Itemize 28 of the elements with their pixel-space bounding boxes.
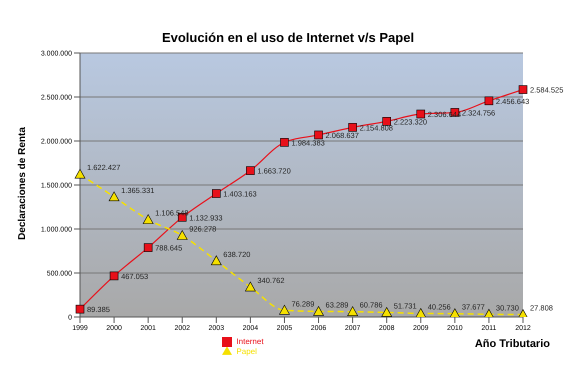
x-axis-title: Año Tributario	[474, 338, 550, 350]
point	[450, 308, 460, 317]
chart-title: Evolución en el uso de Internet v/s Papel	[160, 30, 416, 45]
point	[245, 282, 256, 292]
point	[348, 123, 357, 132]
point	[176, 230, 188, 240]
point	[279, 304, 290, 315]
point	[484, 96, 494, 106]
point	[211, 255, 222, 266]
point	[108, 192, 120, 202]
point	[347, 306, 358, 316]
point	[415, 308, 426, 317]
point	[246, 166, 255, 175]
point	[416, 110, 426, 118]
point	[313, 306, 324, 316]
point	[110, 272, 118, 280]
point	[212, 189, 221, 198]
legend-label: Internet	[236, 337, 264, 346]
legend-label: Papel	[236, 347, 257, 356]
point	[280, 138, 289, 147]
point	[144, 243, 152, 252]
point	[381, 307, 392, 317]
point	[518, 85, 528, 94]
point	[76, 304, 84, 314]
y-axis-title: Declaraciones de Renta	[16, 126, 28, 240]
point	[74, 168, 86, 179]
point	[142, 214, 154, 224]
point	[314, 130, 323, 140]
